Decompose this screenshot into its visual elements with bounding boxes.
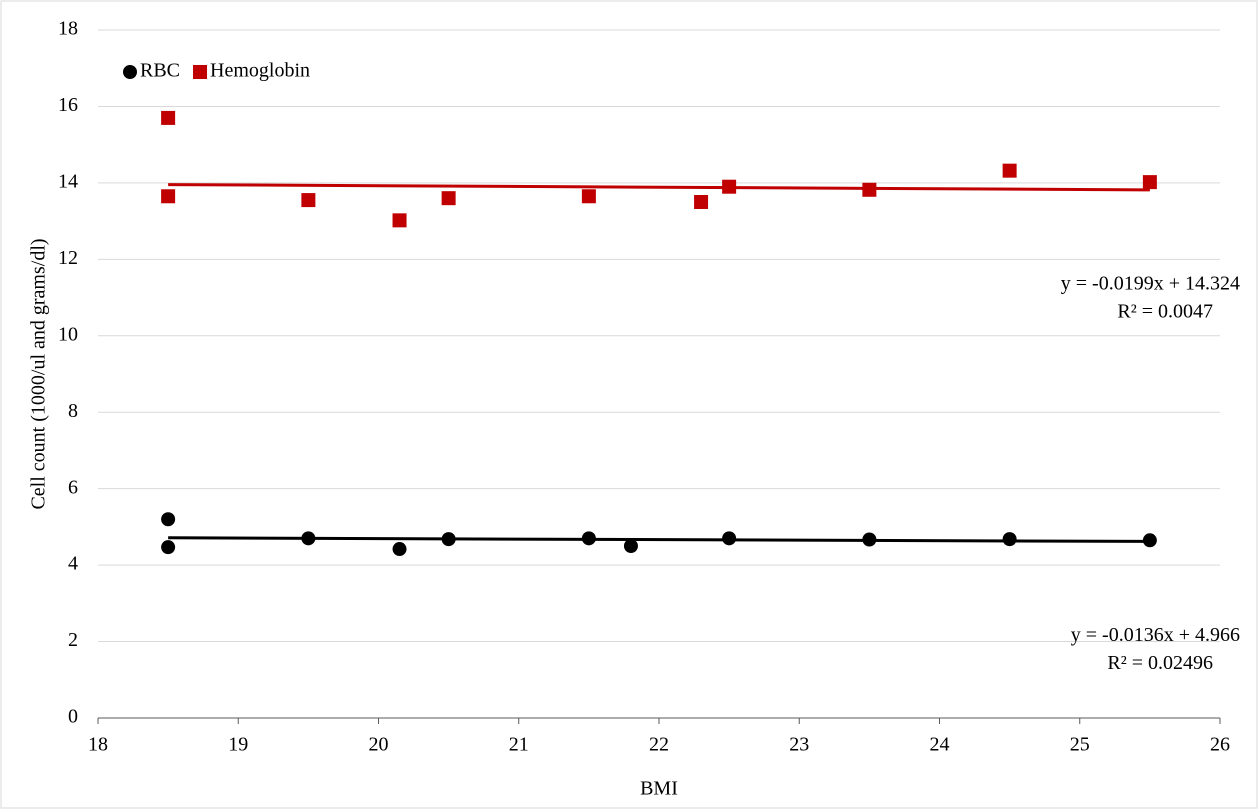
data-point: [623, 539, 638, 553]
data-point: [1002, 163, 1017, 178]
y-tick-label: 18: [58, 18, 78, 40]
data-point: [161, 540, 176, 555]
data-point: [862, 182, 877, 197]
data-point: [161, 189, 176, 204]
x-tick-label: 21: [509, 734, 529, 756]
data-point: [1142, 533, 1157, 548]
trendline-equation: y = -0.0136x + 4.966: [1071, 624, 1240, 646]
x-axis-title: BMI: [640, 778, 678, 800]
y-tick-label: 0: [68, 706, 78, 728]
data-point: [161, 512, 176, 527]
data-point: [581, 189, 596, 204]
legend-label: RBC: [140, 60, 180, 82]
x-tick-label: 23: [789, 734, 809, 756]
legend-label: Hemoglobin: [210, 60, 310, 82]
data-point: [301, 193, 316, 208]
y-tick-label: 2: [68, 629, 78, 651]
data-point: [392, 542, 407, 557]
x-tick-label: 20: [369, 734, 389, 756]
x-tick-label: 25: [1070, 734, 1090, 756]
data-point: [441, 191, 456, 206]
data-point: [301, 531, 316, 546]
data-point: [862, 532, 877, 547]
data-point: [722, 179, 737, 194]
trendline: [168, 183, 1150, 192]
y-tick-label: 12: [58, 247, 78, 269]
y-tick-label: 6: [68, 476, 78, 498]
trendline: [168, 536, 1150, 543]
data-point: [441, 532, 456, 547]
data-point: [1142, 175, 1157, 190]
trendline-r-squared: R² = 0.0047: [1117, 300, 1213, 322]
trendline-r-squared: R² = 0.02496: [1107, 652, 1213, 674]
data-point: [581, 531, 596, 546]
y-tick-label: 14: [58, 170, 78, 192]
x-tick-label: 22: [649, 734, 669, 756]
data-point: [694, 195, 709, 209]
data-point: [722, 531, 737, 546]
legend-marker: [193, 65, 208, 79]
y-tick-label: 8: [68, 400, 78, 422]
x-tick-label: 19: [228, 734, 248, 756]
x-tick-label: 26: [1210, 734, 1230, 756]
data-point: [1002, 532, 1017, 547]
trendline-equation: y = -0.0199x + 14.324: [1061, 272, 1240, 294]
y-tick-label: 16: [58, 94, 78, 116]
y-axis-title: Cell count (1000/ul and grams/dl): [28, 238, 50, 509]
data-point: [161, 110, 176, 125]
x-tick-label: 18: [88, 734, 108, 756]
y-tick-label: 10: [58, 323, 78, 345]
legend-marker: [123, 65, 137, 79]
y-tick-label: 4: [68, 553, 78, 575]
x-tick-label: 24: [930, 734, 950, 756]
data-point: [392, 213, 407, 228]
